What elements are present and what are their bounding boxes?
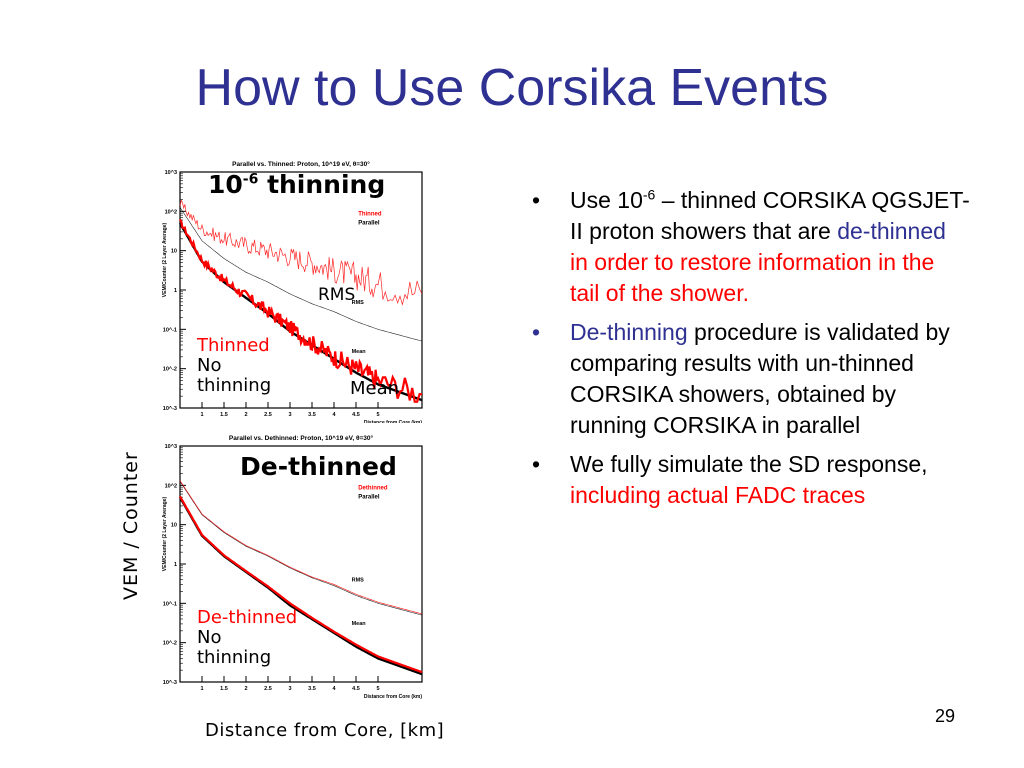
y-tick-label: 10^3	[165, 444, 177, 450]
bottom-plot-svg: Parallel vs. Dethinned: Proton, 10^19 eV…	[162, 434, 423, 700]
bottom-label-dethinned: De-thinned	[197, 607, 298, 628]
chart-title: Parallel vs. Thinned: Proton, 10^19 eV, …	[232, 160, 370, 168]
bullet-dot: •	[532, 319, 541, 345]
top-plot: Parallel vs. Thinned: Proton, 10^19 eV, …	[158, 158, 428, 428]
y-tick-label: 10	[171, 249, 177, 255]
bullet-item-1: • Use 10-6 – thinned CORSIKA QGSJET-II p…	[530, 185, 970, 309]
curve-label-rms: RMS	[352, 300, 365, 306]
x-tick-label: 4.5	[352, 686, 360, 692]
x-tick-label: 1	[200, 412, 203, 418]
y-axis-label: VEM / Counter	[120, 451, 142, 600]
top-label-mean: Mean	[350, 378, 400, 399]
curve-label-mean: Mean	[352, 621, 367, 627]
x-tick-label: 3	[288, 686, 291, 692]
y-tick-label: 10^-1	[163, 327, 177, 333]
series-thinned-rms	[179, 199, 423, 306]
y-tick-label: 1	[174, 288, 177, 294]
x-axis-title: Distance from Core (km)	[364, 420, 422, 423]
y-tick-label: 10^3	[165, 170, 177, 176]
top-overlay-exp: -6	[242, 171, 259, 188]
curve-label-rms: RMS	[352, 578, 365, 584]
series-thinned-mean	[179, 218, 423, 403]
x-tick-label: 2.5	[264, 412, 272, 418]
x-tick-label: 1	[200, 686, 203, 692]
chart-title: Parallel vs. Dethinned: Proton, 10^19 eV…	[229, 434, 374, 442]
series-parallel-rms	[179, 207, 423, 342]
y-axis-title: VEM/Counter (2 Layer Average)	[162, 222, 168, 297]
bullet-dot: •	[532, 187, 541, 213]
bullet-3-text: We fully simulate the SD response,	[570, 451, 928, 477]
y-tick-label: 1	[174, 562, 177, 568]
bullet-1-red: in order to restore information in the t…	[570, 249, 935, 306]
top-label-no-thinning: No thinning	[197, 355, 272, 396]
bullet-item-3: • We fully simulate the SD response, inc…	[530, 449, 970, 511]
y-tick-label: 10^-3	[163, 406, 177, 412]
x-tick-label: 2.5	[264, 686, 272, 692]
x-axis-title: Distance from Core (km)	[364, 694, 422, 700]
bullet-list: • Use 10-6 – thinned CORSIKA QGSJET-II p…	[530, 185, 970, 519]
x-tick-label: 2	[244, 686, 247, 692]
top-overlay-rest: thinning	[258, 170, 386, 199]
bullet-2-text: procedure is validated by comparing resu…	[570, 319, 950, 438]
y-tick-label: 10^-1	[163, 601, 177, 607]
series-parallel-rms	[179, 481, 423, 616]
x-tick-label: 5	[376, 686, 379, 692]
legend-entry: Parallel	[358, 220, 380, 226]
bullet-1-sup: -6	[642, 186, 656, 203]
bottom-plot: Parallel vs. Dethinned: Proton, 10^19 eV…	[158, 432, 428, 705]
legend-entry: Thinned	[358, 211, 382, 217]
legend-entry: Parallel	[358, 494, 380, 500]
top-overlay-base: 10	[208, 170, 243, 199]
y-axis-title: VEM/Counter (2 Layer Average)	[162, 496, 168, 571]
x-tick-label: 4.5	[352, 412, 360, 418]
page-number: 29	[935, 706, 956, 726]
bullet-3-red: including actual FADC traces	[570, 482, 866, 508]
top-label-thinned: Thinned	[197, 335, 270, 356]
curve-label-mean: Mean	[352, 349, 367, 355]
x-tick-label: 3.5	[308, 412, 316, 418]
top-plot-overlay-title: 10-6 thinning	[208, 170, 385, 199]
x-axis-label: Distance from Core, [km]	[205, 720, 445, 741]
bullet-1-blue: de-thinned	[837, 218, 946, 244]
bullet-1-text-b: – thinned CORSIKA QGSJET-II proton showe…	[570, 187, 970, 244]
y-tick-label: 10^2	[165, 209, 177, 215]
x-tick-label: 1.5	[220, 686, 228, 692]
slide-title: How to Use Corsika Events	[195, 59, 829, 117]
y-tick-label: 10	[171, 523, 177, 529]
bottom-plot-overlay-title: De-thinned	[240, 452, 397, 481]
bullet-1-text-a: Use 10	[570, 187, 643, 213]
series-dethinned-mean	[179, 495, 423, 674]
x-tick-label: 1.5	[220, 412, 228, 418]
bullet-dot: •	[532, 451, 541, 477]
x-tick-label: 2	[244, 412, 247, 418]
legend-entry: Dethinned	[358, 485, 388, 491]
x-tick-label: 4	[332, 686, 336, 692]
series-dethinned-rms	[179, 480, 423, 615]
y-tick-label: 10^2	[165, 483, 177, 489]
x-tick-label: 4	[332, 412, 336, 418]
x-tick-label: 5	[376, 412, 379, 418]
bullet-item-2: • De-thinning procedure is validated by …	[530, 317, 970, 441]
top-label-rms: RMS	[318, 285, 356, 305]
x-tick-label: 3	[288, 412, 291, 418]
bottom-label-no-thinning: No thinning	[197, 627, 272, 668]
y-tick-label: 10^-3	[163, 680, 177, 686]
bullet-2-blue: De-thinning	[570, 319, 688, 345]
y-tick-label: 10^-2	[163, 641, 177, 647]
x-tick-label: 3.5	[308, 686, 316, 692]
y-tick-label: 10^-2	[163, 367, 177, 373]
